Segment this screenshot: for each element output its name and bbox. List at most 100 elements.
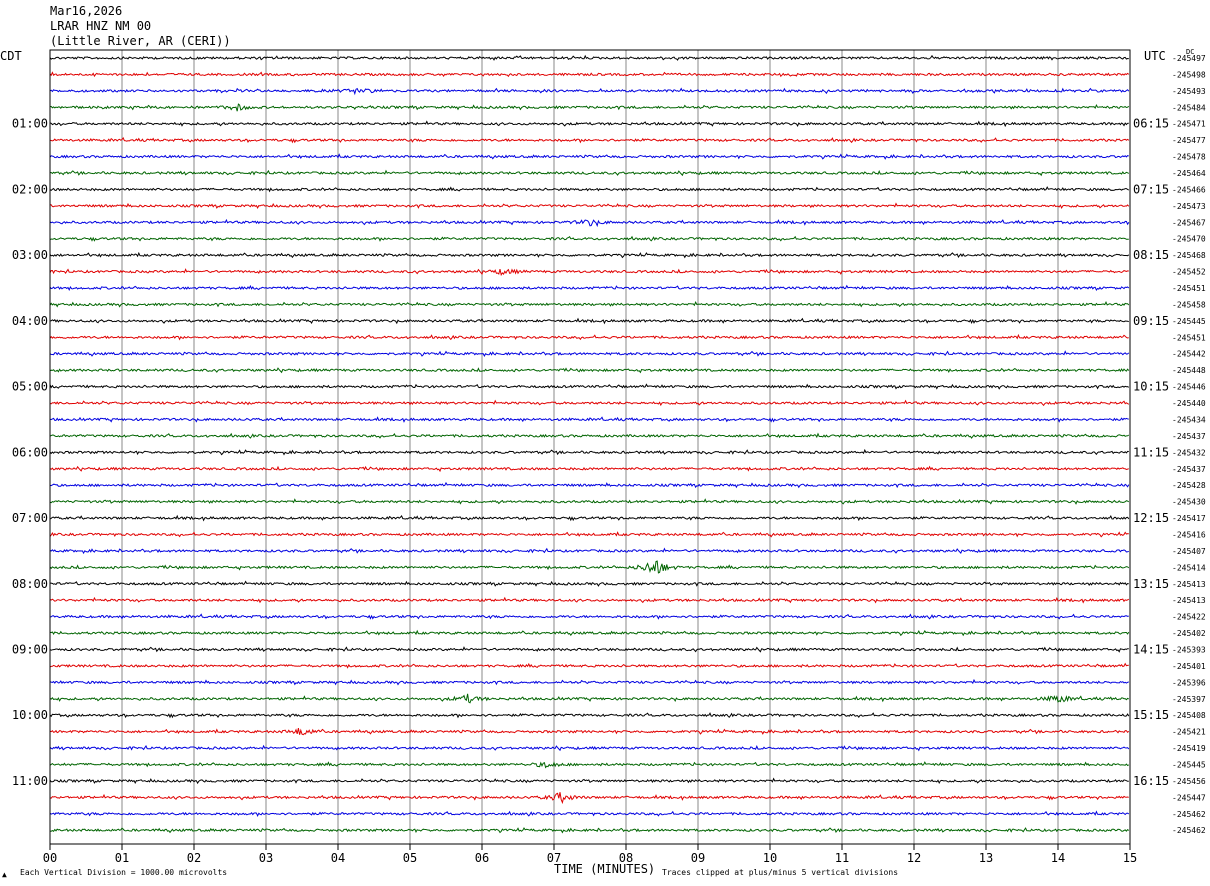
left-hour-label: 09:00 [12, 642, 48, 656]
x-tick-label: 11 [835, 851, 849, 865]
left-hour-label: 04:00 [12, 314, 48, 328]
trace-offset-label: -245413 [1172, 596, 1206, 605]
trace-offset-label: -245493 [1172, 87, 1206, 96]
right-hour-label: 14:15 [1133, 642, 1169, 656]
trace-line [49, 432, 1130, 439]
x-tick-label: 13 [979, 851, 993, 865]
x-tick-label: 08 [619, 851, 633, 865]
left-hour-label: 01:00 [12, 117, 48, 131]
trace-offset-label: -245416 [1172, 530, 1206, 539]
trace-offset-label: -245393 [1172, 645, 1206, 654]
trace-line [49, 416, 1129, 423]
trace-offset-label: -245408 [1172, 711, 1206, 720]
trace-offset-label: -245462 [1172, 810, 1206, 819]
right-hour-label: 06:15 [1133, 117, 1169, 131]
trace-offset-label: -245414 [1172, 563, 1206, 572]
x-tick-label: 15 [1123, 851, 1137, 865]
trace-line [49, 744, 1130, 752]
header-location: (Little River, AR (CERI)) [50, 34, 231, 48]
trace-line [49, 169, 1130, 177]
trace-offset-label: -245458 [1172, 300, 1206, 309]
left-hour-label: 03:00 [12, 248, 48, 262]
trace-offset-label: -245498 [1172, 70, 1206, 79]
x-tick-label: 01 [115, 851, 129, 865]
header-station: LRAR HNZ NM 00 [50, 19, 152, 33]
trace-line [49, 54, 1129, 61]
header-date: Mar16,2026 [50, 4, 123, 18]
right-hour-label: 07:15 [1133, 182, 1169, 196]
trace-line [49, 646, 1129, 653]
trace-line [49, 560, 1130, 574]
trace-line [49, 792, 1129, 805]
right-hour-label: 09:15 [1133, 314, 1169, 328]
left-hour-label: 02:00 [12, 182, 48, 196]
left-hour-label: 07:00 [12, 511, 48, 525]
trace-offset-label: -245467 [1172, 218, 1206, 227]
right-hour-label: 12:15 [1133, 511, 1169, 525]
x-tick-label: 06 [475, 851, 489, 865]
x-tick-label: 10 [763, 851, 777, 865]
trace-line [49, 235, 1129, 242]
trace-line [49, 547, 1129, 555]
x-tick-label: 02 [187, 851, 201, 865]
trace-offset-label: -245445 [1172, 760, 1206, 769]
scale-note: Each Vertical Division = 1000.00 microvo… [20, 868, 228, 877]
trace-line [49, 777, 1129, 785]
trace-line [49, 514, 1130, 522]
trace-offset-label: -245470 [1172, 235, 1206, 244]
trace-line [49, 498, 1130, 505]
trace-line [49, 137, 1130, 144]
trace-line [49, 827, 1130, 834]
trace-line [49, 383, 1130, 390]
trace-line [49, 596, 1130, 604]
trace-offset-label: -245434 [1172, 415, 1206, 424]
trace-line [49, 153, 1129, 160]
x-tick-label: 14 [1051, 851, 1065, 865]
trace-line [49, 531, 1129, 538]
trace-line [49, 629, 1130, 637]
trace-line [49, 727, 1130, 736]
trace-line [49, 367, 1130, 374]
right-hour-label: 11:15 [1133, 445, 1169, 459]
trace-line [49, 613, 1129, 620]
x-tick-label: 07 [547, 851, 561, 865]
trace-offset-label: -245428 [1172, 481, 1206, 490]
trace-line [49, 333, 1129, 341]
x-axis-title: TIME (MINUTES) [554, 862, 656, 876]
trace-offset-label: -245471 [1172, 120, 1206, 129]
trace-line [49, 448, 1129, 456]
trace-offset-label: -245451 [1172, 284, 1206, 293]
trace-offset-label: -245407 [1172, 547, 1206, 556]
scale-marker-icon: ▲ [2, 870, 7, 879]
trace-line [49, 693, 1129, 704]
trace-line [49, 678, 1129, 686]
trace-offset-label: -245473 [1172, 202, 1206, 211]
trace-line [49, 218, 1130, 228]
trace-line [49, 465, 1129, 473]
left-hour-label: 10:00 [12, 708, 48, 722]
seismic-traces [49, 54, 1130, 834]
trace-line [49, 810, 1130, 817]
plot-frame [49, 49, 1131, 845]
trace-offset-label: -245451 [1172, 333, 1206, 342]
x-tick-label: 12 [907, 851, 921, 865]
trace-line [49, 301, 1130, 308]
trace-line [49, 71, 1130, 78]
trace-offset-label: -245422 [1172, 613, 1206, 622]
trace-line [49, 761, 1130, 769]
trace-offset-label: -245477 [1172, 136, 1206, 145]
right-hour-label: 08:15 [1133, 248, 1169, 262]
trace-line [49, 317, 1129, 325]
trace-offset-label: -245466 [1172, 185, 1206, 194]
trace-offset-label: -245442 [1172, 350, 1206, 359]
right-hour-label: 16:15 [1133, 774, 1169, 788]
trace-offset-label: -245478 [1172, 153, 1206, 162]
trace-line [49, 481, 1130, 489]
trace-line [49, 202, 1130, 209]
trace-offset-label: -245401 [1172, 662, 1206, 671]
left-timezone-label: CDT [0, 49, 22, 63]
trace-offset-label: -245402 [1172, 629, 1206, 638]
x-tick-label: 05 [403, 851, 417, 865]
x-tick-label: 03 [259, 851, 273, 865]
